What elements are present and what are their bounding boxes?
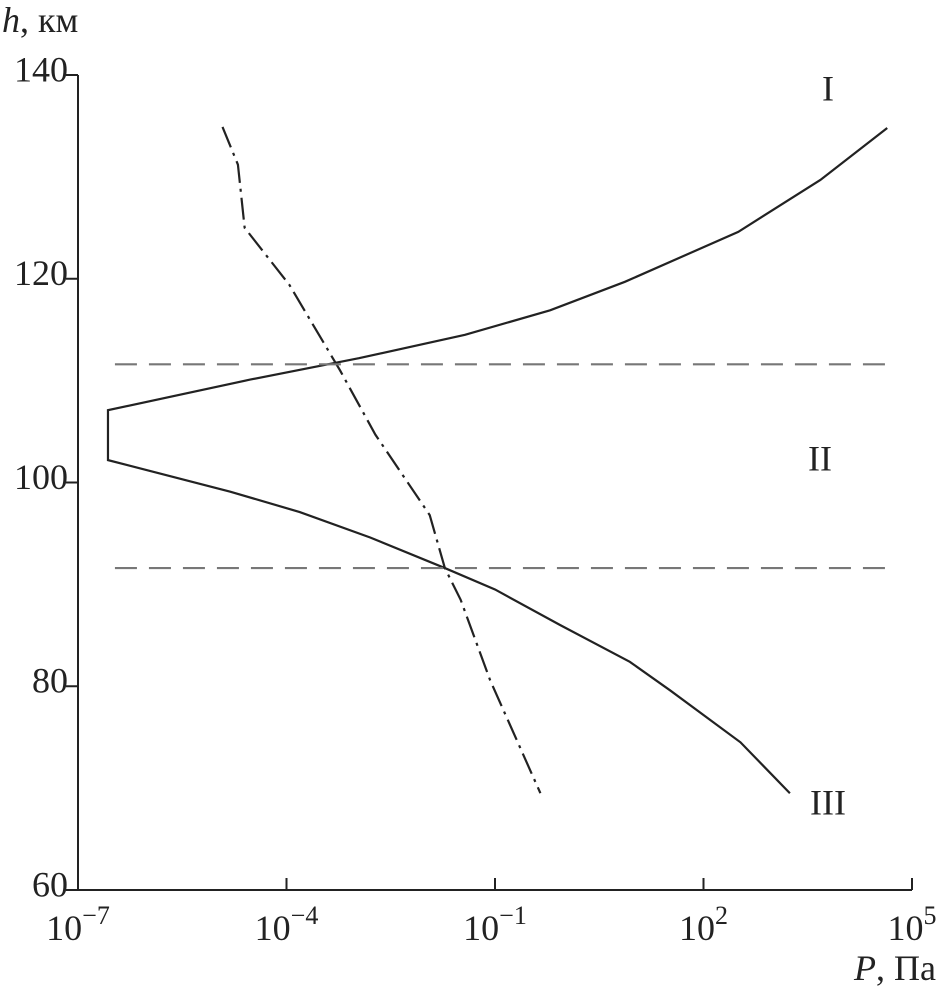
tick-power: 5	[924, 901, 937, 930]
line-dashdot	[221, 126, 542, 794]
region-label: I	[822, 68, 834, 108]
tick-base: 10	[888, 908, 924, 948]
y-axis-label: h, км	[2, 0, 78, 40]
region-label: II	[808, 438, 832, 478]
x-tick-label: 10−1	[463, 901, 527, 948]
x-label-unit: , Па	[876, 948, 936, 988]
x-tick-label: 105	[888, 901, 937, 948]
line-solid	[106, 127, 888, 794]
tick-power: −1	[499, 901, 527, 930]
tick-power: −4	[291, 901, 319, 930]
y-tick-label: 120	[14, 253, 68, 293]
y-tick-label: 100	[14, 457, 68, 497]
y-tick-label: 60	[32, 864, 68, 904]
y-label-unit: , км	[20, 0, 78, 40]
tick-power: 2	[715, 901, 728, 930]
tick-base: 10	[255, 908, 291, 948]
x-axis-label: P, Па	[853, 948, 936, 988]
y-tick-label: 80	[32, 661, 68, 701]
tick-base: 10	[679, 908, 715, 948]
tick-base: 10	[46, 908, 82, 948]
tick-power: −7	[82, 901, 110, 930]
x-tick-label: 10−7	[46, 901, 110, 948]
y-label-symbol: h	[2, 0, 20, 40]
x-label-symbol: P	[853, 948, 876, 988]
tick-base: 10	[463, 908, 499, 948]
region-label: III	[810, 782, 846, 822]
x-tick-label: 10−4	[255, 901, 319, 948]
x-tick-label: 102	[679, 901, 728, 948]
y-tick-label: 140	[14, 49, 68, 89]
